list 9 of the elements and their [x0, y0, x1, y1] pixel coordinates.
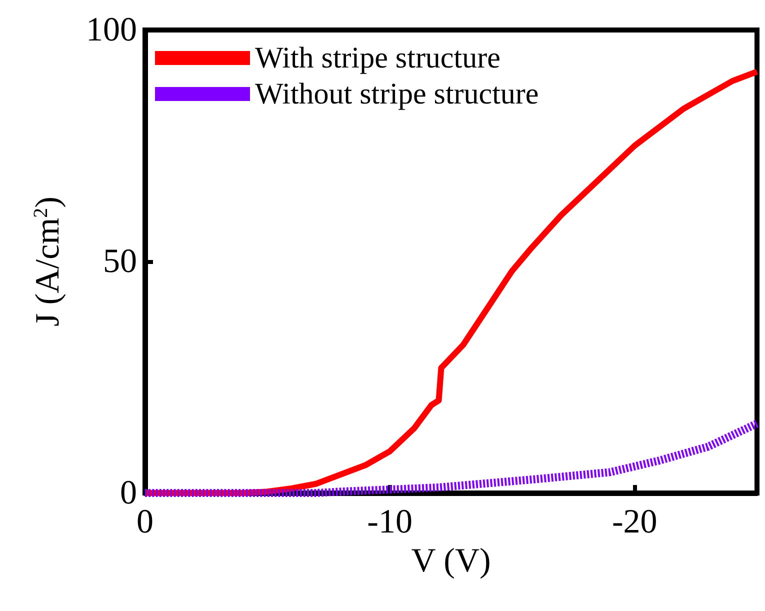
legend-label: Without stripe structure	[255, 78, 539, 110]
y-axis-title: J (A/cm2)	[30, 196, 66, 326]
x-tick-label: -20	[612, 504, 658, 540]
y-tick-label: 0	[120, 474, 137, 512]
x-axis-title: V (V)	[411, 542, 491, 580]
y-tick-label: 50	[103, 243, 137, 280]
legend-label: With stripe structure	[255, 42, 500, 74]
x-tick-label: -10	[367, 504, 412, 540]
y-tick-label: 100	[86, 12, 137, 48]
